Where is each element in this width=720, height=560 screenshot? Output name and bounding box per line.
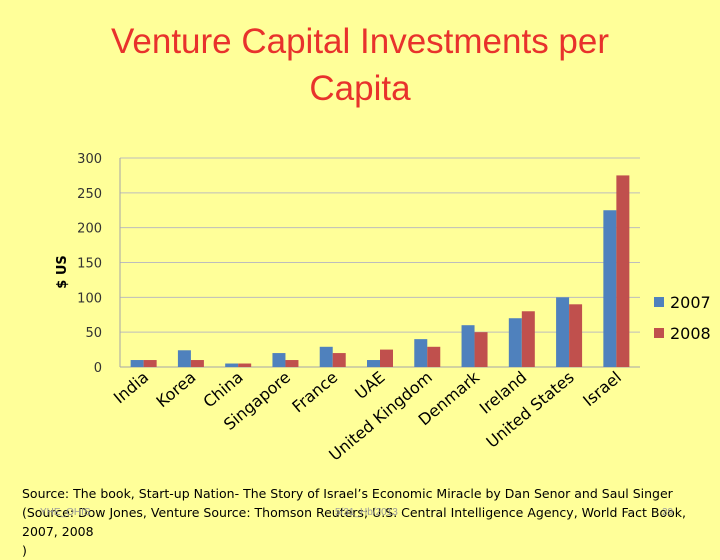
source-line-3: )	[22, 543, 27, 558]
x-tick-label: France	[288, 368, 341, 417]
bar-2007-ireland	[508, 318, 522, 367]
bar-2008-india	[143, 360, 157, 367]
bar-2007-france	[319, 346, 333, 367]
bar-2008-ireland	[521, 311, 535, 367]
bar-2008-united-states	[569, 304, 583, 367]
source-line-1: Source: The book, Start-up Nation- The S…	[22, 486, 673, 501]
bar-2008-france	[332, 353, 346, 367]
x-tick-label: Israel	[579, 368, 625, 411]
bar-2008-united-kingdom	[427, 346, 441, 367]
y-tick-label: 150	[77, 257, 102, 272]
x-tick-label: India	[110, 368, 152, 408]
bar-2008-korea	[190, 360, 204, 367]
bar-2008-china	[238, 363, 252, 367]
x-tick-label: UAE	[351, 368, 388, 404]
bar-2007-korea	[177, 350, 191, 367]
footer-left: YHE_OHIS	[40, 507, 91, 518]
source-line-2: (Source: Dow Jones, Venture Source: Thom…	[22, 505, 686, 539]
bar-2007-israel	[603, 210, 617, 367]
bar-2008-israel	[616, 175, 630, 367]
footer-center: 5/31_Hb/2013	[335, 507, 398, 518]
y-tick-label: 50	[85, 326, 102, 341]
y-tick-label: 200	[77, 222, 102, 237]
bar-2007-denmark	[461, 325, 475, 367]
legend-swatch-2007	[654, 297, 664, 307]
footer-page-number: 29	[662, 507, 674, 518]
legend-label-2007: 2007	[670, 293, 711, 312]
bar-2007-united-kingdom	[414, 339, 428, 367]
y-tick-label: 250	[77, 187, 102, 202]
bar-2007-china	[225, 363, 239, 367]
chart-title: Venture Capital Investments per Capita	[60, 18, 660, 112]
chart-title-line2: Capita	[309, 69, 411, 108]
bar-2007-united-states	[556, 297, 570, 367]
y-tick-label: 0	[94, 361, 102, 376]
bar-2007-uae	[367, 360, 380, 367]
bar-2007-singapore	[272, 353, 286, 367]
y-axis-label: $ US	[55, 255, 70, 289]
y-tick-label: 300	[77, 152, 102, 167]
legend-swatch-2008	[654, 328, 664, 338]
chart-title-line1: Venture Capital Investments per	[110, 22, 610, 61]
bar-2007-india	[130, 360, 144, 367]
bar-2008-denmark	[474, 332, 488, 367]
y-tick-label: 100	[77, 291, 102, 306]
bar-2008-singapore	[285, 360, 299, 367]
legend-label-2008: 2008	[670, 324, 711, 343]
source-note: Source: The book, Start-up Nation- The S…	[22, 484, 712, 560]
bar-2008-uae	[380, 349, 393, 367]
x-tick-label: Korea	[153, 368, 200, 412]
